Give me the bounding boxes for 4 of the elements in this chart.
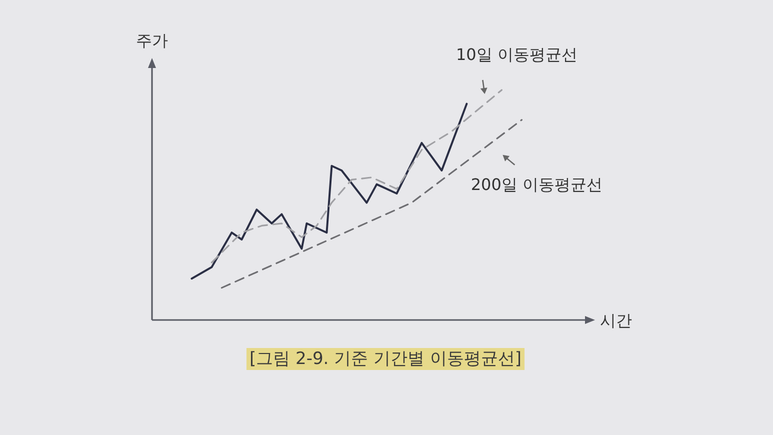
y-axis-title: 주가 (136, 31, 168, 50)
legend-label: 200일 이동평균선 (470, 174, 603, 194)
text: 10일 이동평균선 (456, 45, 578, 64)
x-axis-title: 시간 (600, 311, 632, 330)
